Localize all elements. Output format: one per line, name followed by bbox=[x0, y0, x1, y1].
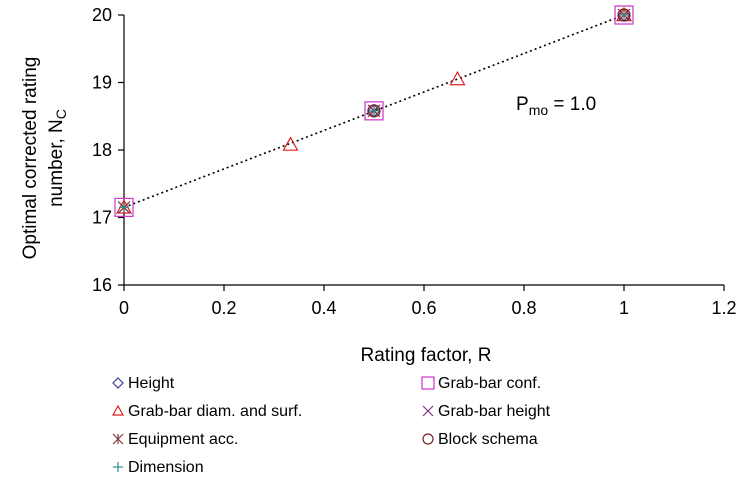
y-tick-label: 19 bbox=[92, 73, 112, 93]
legend-marker-diamond bbox=[112, 377, 124, 389]
y-tick-label: 16 bbox=[92, 275, 112, 295]
y-tick-label: 17 bbox=[92, 208, 112, 228]
y-tick-label: 20 bbox=[92, 5, 112, 25]
point-triangle bbox=[115, 199, 133, 214]
x-tick-label: 0.2 bbox=[211, 298, 236, 318]
legend-label: Grab-bar conf. bbox=[438, 375, 541, 392]
legend-item: Height bbox=[112, 375, 175, 392]
legend-item: Grab-bar diam. and surf. bbox=[111, 403, 302, 420]
legend-marker-square bbox=[421, 376, 435, 390]
point-circle bbox=[367, 104, 381, 118]
trendline bbox=[123, 14, 625, 209]
x-tick-label: 0.8 bbox=[511, 298, 536, 318]
y-tick-label: 18 bbox=[92, 140, 112, 160]
x-axis-label: Rating factor, R bbox=[361, 345, 492, 366]
point-square bbox=[614, 5, 634, 25]
x-tick-label: 0.6 bbox=[411, 298, 436, 318]
legend-item: Dimension bbox=[113, 459, 204, 476]
legend-label: Grab-bar height bbox=[438, 403, 551, 420]
data-points bbox=[114, 5, 634, 217]
legend-marker-circle bbox=[422, 433, 434, 445]
legend-item: Grab-bar height bbox=[422, 403, 551, 420]
x-tick-label: 0.4 bbox=[311, 298, 336, 318]
legend-label: Grab-bar diam. and surf. bbox=[128, 403, 302, 420]
legend-item: Equipment acc. bbox=[112, 431, 238, 448]
x-tick-label: 0 bbox=[119, 298, 129, 318]
y-axis-label-line2: number, NC bbox=[46, 109, 69, 207]
legend-marker-star bbox=[112, 433, 124, 445]
y-axis-label: Optimal corrected rating number, NC bbox=[20, 57, 69, 260]
point-triangle bbox=[282, 136, 299, 151]
point-square bbox=[114, 197, 134, 217]
point-triangle bbox=[449, 70, 466, 86]
legend-marker-plus bbox=[113, 462, 123, 472]
plot-area bbox=[118, 14, 725, 291]
x-tick-label: 1.2 bbox=[711, 298, 736, 318]
point-square bbox=[364, 101, 384, 121]
legend-label: Dimension bbox=[128, 459, 204, 476]
annotation-group: Pmo = 1.0 bbox=[516, 94, 596, 118]
point-circle bbox=[617, 8, 631, 22]
legend-label: Height bbox=[128, 375, 175, 392]
legend-item: Block schema bbox=[422, 431, 538, 448]
x-tick-label: 1 bbox=[619, 298, 629, 318]
legend: Height Grab-bar conf. Grab-bar diam. and s… bbox=[111, 375, 551, 476]
legend-marker-triangle bbox=[111, 404, 125, 416]
point-plus bbox=[119, 202, 129, 213]
legend-label: Block schema bbox=[438, 431, 538, 448]
point-plus bbox=[369, 105, 379, 116]
annotation-pmo: Pmo = 1.0 bbox=[516, 94, 596, 118]
legend-item: Grab-bar conf. bbox=[421, 375, 541, 392]
point-plus bbox=[619, 10, 629, 20]
legend-label: Equipment acc. bbox=[128, 431, 238, 448]
tick-labels: 16 17 18 19 20 0 0.2 0.4 0.6 0.8 1 1.2 bbox=[92, 5, 737, 318]
trendline-group bbox=[123, 14, 625, 209]
legend-marker-x bbox=[422, 405, 434, 417]
y-axis-label-line1: Optimal corrected rating bbox=[20, 57, 41, 260]
